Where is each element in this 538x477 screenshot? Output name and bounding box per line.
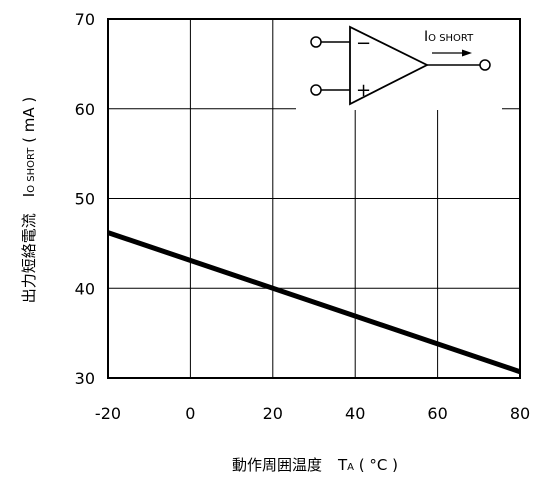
y-tick-labels: 30 40 50 60 70 [75,10,95,388]
y-tick-label: 50 [75,190,95,209]
y-axis-label-unit: ( mA ) [20,97,38,148]
x-tick-label: 80 [510,404,530,423]
x-axis-label-symbol: T [337,456,348,474]
y-axis-label-symbol: I [20,193,38,197]
x-axis-label-unit: ( °C ) [354,456,398,474]
y-tick-label: 30 [75,369,95,388]
y-axis-label-main: 出力短絡電流 [20,213,38,303]
x-axis-label-sub: A [347,462,354,473]
y-tick-label: 40 [75,279,95,298]
output-current-label: IO SHORT [424,29,474,45]
output-current-sub: O SHORT [428,33,474,44]
series [107,230,521,375]
plus-sign: + [356,80,371,101]
noninverting-input-terminal [310,84,322,96]
output-terminal [479,59,491,71]
x-tick-label: 40 [345,404,365,423]
y-tick-label: 70 [75,10,95,29]
inverting-input-terminal [310,36,322,48]
plot-frame [107,18,521,379]
y-axis-label-sub: O SHORT [26,147,37,193]
series-line [107,230,521,375]
x-tick-label: -20 [95,404,121,423]
opamp-triangle-icon [349,25,430,106]
current-arrow-icon [462,49,472,57]
x-tick-label: 60 [427,404,447,423]
y-axis-label: 出力短絡電流 IO SHORT ( mA ) [20,97,38,303]
y-tick-label: 60 [75,100,95,119]
x-axis-label-main: 動作周囲温度 [232,456,322,474]
x-tick-labels: -20 0 20 40 60 80 [95,404,530,423]
opamp-inset: − + IO SHORT [296,20,502,110]
x-axis-label: 動作周囲温度 TA ( °C ) [232,456,398,474]
output-current-symbol: I [424,29,428,45]
x-tick-label: 20 [263,404,283,423]
x-tick-label: 0 [185,404,195,423]
minus-sign: − [356,33,371,54]
